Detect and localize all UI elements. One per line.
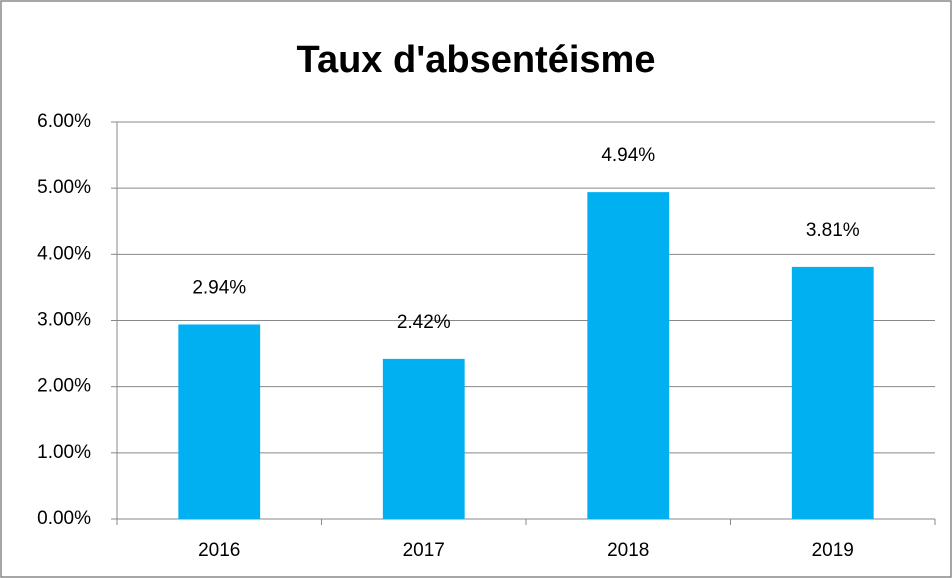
y-tick-label: 6.00% — [37, 111, 91, 132]
data-label: 2.42% — [397, 312, 451, 333]
y-tick-label: 1.00% — [37, 442, 91, 463]
x-tick-label: 2016 — [198, 540, 240, 561]
x-tick-label: 2019 — [812, 540, 854, 561]
y-tick-label: 5.00% — [37, 177, 91, 198]
y-tick-label: 2.00% — [37, 376, 91, 397]
bar — [382, 358, 465, 519]
y-tick-label: 0.00% — [37, 508, 91, 529]
data-label: 3.81% — [806, 220, 860, 241]
bar — [791, 266, 874, 519]
bar — [178, 324, 261, 519]
x-tick-label: 2018 — [607, 540, 649, 561]
x-tick-label: 2017 — [403, 540, 445, 561]
y-tick-label: 3.00% — [37, 310, 91, 331]
y-tick-label: 4.00% — [37, 243, 91, 264]
data-label: 4.94% — [601, 145, 655, 166]
data-label: 2.94% — [192, 277, 246, 298]
chart-title: Taux d'absentéisme — [297, 39, 656, 81]
bar — [587, 192, 670, 520]
